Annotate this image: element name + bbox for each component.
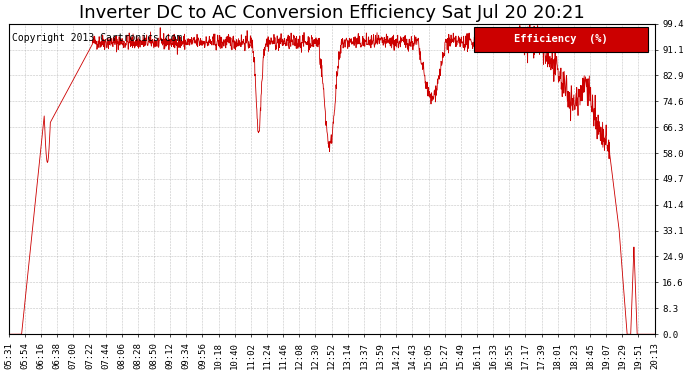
FancyBboxPatch shape	[474, 27, 648, 52]
Text: Copyright 2013 Cartronics.com: Copyright 2013 Cartronics.com	[12, 33, 182, 43]
Text: Efficiency  (%): Efficiency (%)	[514, 34, 608, 44]
Title: Inverter DC to AC Conversion Efficiency Sat Jul 20 20:21: Inverter DC to AC Conversion Efficiency …	[79, 4, 584, 22]
